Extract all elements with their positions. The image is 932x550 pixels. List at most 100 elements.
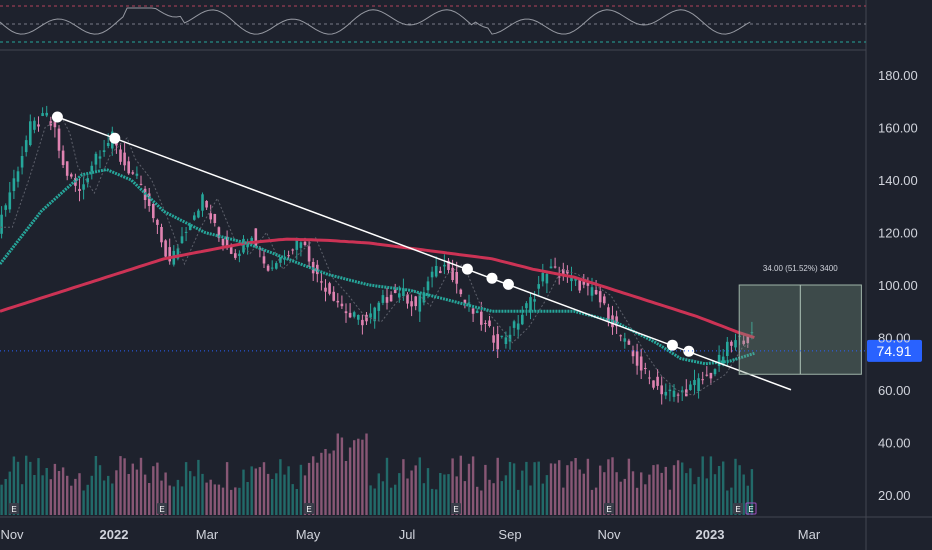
volume-bar — [95, 456, 97, 515]
candle-body — [603, 296, 606, 303]
candle-body — [263, 256, 266, 263]
volume-bar — [652, 465, 654, 515]
candle-body — [476, 311, 479, 313]
volume-bar — [415, 465, 417, 515]
volume-bar — [99, 465, 101, 515]
time-tick-label: Nov — [0, 527, 24, 542]
event-marker-label: E — [748, 505, 753, 514]
candle-body — [193, 215, 196, 219]
volume-bar — [423, 483, 425, 515]
volume-bar — [419, 457, 421, 515]
volume-bar — [296, 489, 298, 515]
price-tick-label: 140.00 — [878, 173, 918, 188]
volume-bar — [714, 474, 716, 515]
candle-body — [369, 313, 372, 317]
volume-bar — [529, 486, 531, 516]
volume-bar — [177, 480, 179, 515]
volume-bar — [300, 465, 302, 515]
candle-body — [328, 283, 331, 294]
candle-body — [480, 312, 483, 325]
time-tick-label: Sep — [498, 527, 521, 542]
volume-bar — [341, 438, 343, 516]
candle-body — [205, 201, 208, 208]
volume-bar — [697, 477, 699, 515]
candle-body — [136, 174, 139, 176]
volume-bar — [144, 475, 146, 515]
volume-bar — [242, 470, 244, 515]
volume-bar — [230, 490, 232, 515]
volume-bar — [620, 482, 622, 515]
volume-bar — [82, 491, 84, 516]
volume-bar — [390, 488, 392, 515]
volume-bar — [21, 484, 23, 515]
candle-body — [271, 268, 274, 269]
candle-body — [222, 239, 225, 245]
candle-body — [107, 143, 110, 146]
volume-bar — [283, 475, 285, 515]
price-tick-label: 40.00 — [878, 436, 911, 451]
candle-body — [406, 294, 409, 303]
candle-body — [517, 324, 520, 330]
volume-bar — [566, 465, 568, 515]
volume-bar — [251, 466, 253, 515]
candle-body — [353, 312, 356, 317]
oscillator-line — [0, 8, 750, 34]
volume-bar — [246, 482, 248, 515]
event-marker-label: E — [306, 505, 311, 514]
volume-bar — [648, 475, 650, 515]
candle-body — [468, 303, 471, 304]
trendline-pivot-point — [667, 340, 678, 351]
volume-bar — [570, 461, 572, 515]
candle-body — [304, 242, 307, 245]
volume-bar — [58, 471, 60, 515]
volume-bar — [103, 481, 105, 516]
time-tick-label: Nov — [597, 527, 621, 542]
volume-bar — [136, 470, 138, 515]
candle-body — [78, 189, 81, 191]
volume-bar — [513, 463, 515, 515]
candle-body — [472, 309, 475, 314]
candle-body — [287, 255, 290, 256]
candle-body — [103, 150, 106, 152]
candle-body — [431, 272, 434, 278]
candle-body — [706, 375, 709, 376]
candle-body — [66, 161, 69, 176]
volume-bar — [661, 473, 663, 515]
candle-body — [160, 227, 163, 242]
volume-bar — [345, 461, 347, 515]
candle-body — [341, 304, 344, 307]
candle-body — [677, 395, 680, 396]
volume-bar — [54, 464, 56, 515]
candle-body — [710, 373, 713, 379]
volume-bar — [730, 488, 732, 515]
event-marker-label: E — [606, 505, 611, 514]
candle-body — [308, 246, 311, 261]
measure-label: 34.00 (51.52%) 3400 — [763, 264, 838, 273]
volume-bar — [693, 484, 695, 515]
candle-body — [546, 274, 549, 284]
volume-bar — [574, 458, 576, 515]
trendline — [57, 117, 791, 390]
volume-bar — [279, 459, 281, 515]
candle-body — [345, 311, 348, 313]
candle-body — [320, 281, 323, 282]
volume-bar — [632, 471, 634, 515]
candle-body — [357, 315, 360, 320]
volume-bar — [628, 459, 630, 515]
candle-body — [197, 211, 200, 218]
candle-body — [505, 337, 508, 344]
candle-body — [501, 336, 504, 337]
candle-body — [714, 369, 717, 374]
candle-body — [537, 284, 540, 289]
candle-body — [492, 335, 495, 342]
trendline-pivot-point — [109, 133, 120, 144]
candle-body — [529, 297, 532, 310]
volume-bar — [579, 470, 581, 516]
candle-body — [132, 172, 135, 173]
volume-bar — [37, 458, 39, 515]
slow-ma-line — [0, 239, 754, 337]
candle-body — [255, 228, 258, 247]
volume-bar — [689, 468, 691, 515]
